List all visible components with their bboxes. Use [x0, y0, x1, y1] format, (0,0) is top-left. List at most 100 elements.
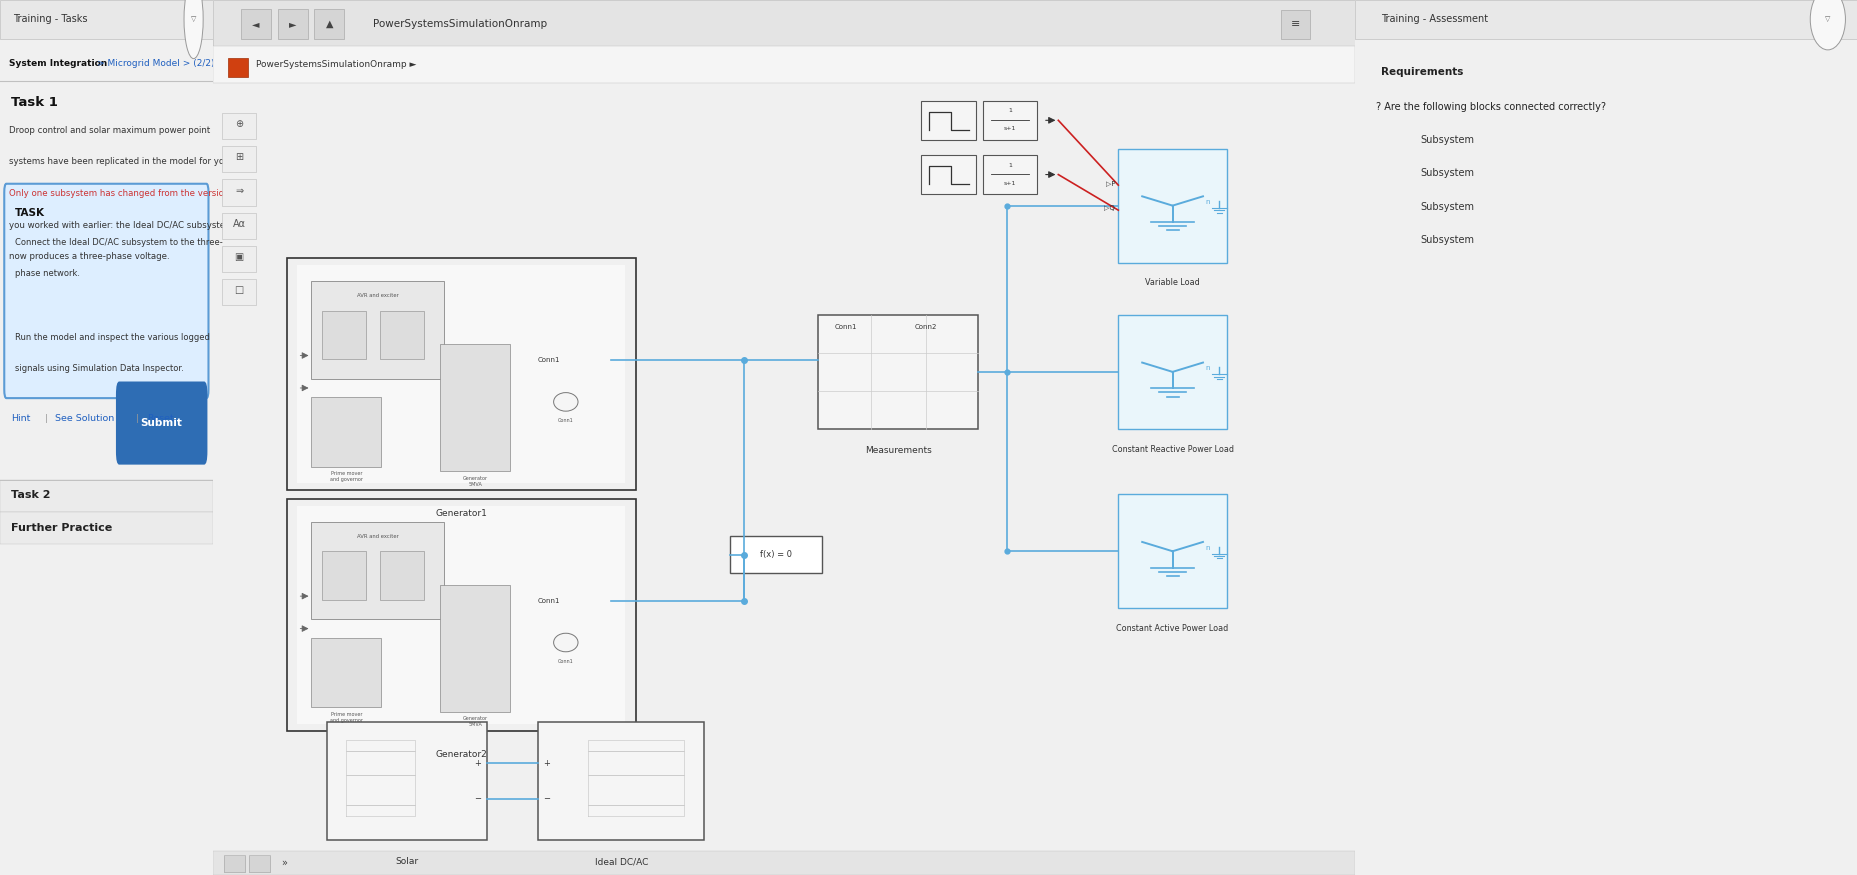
Text: −: − [474, 794, 481, 803]
Text: ? Are the following blocks connected correctly?: ? Are the following blocks connected cor… [1374, 102, 1604, 112]
Bar [241, 9, 271, 39]
Bar [221, 279, 256, 305]
Text: Variable Load: Variable Load [1144, 278, 1200, 287]
FancyBboxPatch shape [4, 184, 208, 398]
Bar [440, 584, 511, 712]
Bar [297, 506, 624, 724]
Text: n: n [1205, 545, 1209, 550]
Bar [286, 258, 635, 490]
Bar [321, 311, 366, 360]
Bar [381, 551, 423, 600]
Bar [297, 265, 624, 483]
Bar [212, 46, 1356, 83]
Text: > Microgrid Model > (2/2) Microgrid M...: > Microgrid Model > (2/2) Microgrid M... [97, 59, 279, 67]
Text: ◄: ◄ [253, 18, 260, 29]
Text: Subsystem: Subsystem [1421, 234, 1474, 245]
Bar [0, 480, 212, 512]
Text: □: □ [234, 285, 243, 296]
Bar [225, 856, 245, 872]
Text: ⇒: ⇒ [234, 186, 243, 196]
Text: 1: 1 [1008, 108, 1012, 114]
Bar [921, 155, 975, 194]
Text: now produces a three-phase voltage.: now produces a three-phase voltage. [9, 252, 169, 261]
Text: n: n [1205, 200, 1209, 205]
Text: See Solution: See Solution [56, 414, 115, 423]
Bar [279, 9, 308, 39]
Bar [227, 58, 249, 77]
Text: |: | [136, 414, 139, 423]
Text: ▷Q: ▷Q [1103, 205, 1114, 211]
Bar [327, 722, 487, 840]
Bar [286, 499, 635, 731]
Bar [1281, 10, 1309, 39]
Text: ▽: ▽ [191, 17, 197, 22]
Text: +: + [474, 759, 481, 767]
Bar [225, 855, 245, 872]
Text: TASK: TASK [15, 208, 45, 218]
Bar [982, 101, 1036, 140]
Text: PowerSystemsSimulationOnramp ►: PowerSystemsSimulationOnramp ► [256, 60, 416, 69]
Bar [730, 536, 821, 573]
Text: s+1: s+1 [1003, 127, 1016, 131]
Bar [312, 281, 444, 379]
Text: ▲: ▲ [325, 18, 332, 29]
Text: +: + [542, 759, 550, 767]
Text: Training - Assessment: Training - Assessment [1380, 14, 1487, 24]
Bar [381, 311, 423, 360]
Text: you worked with earlier: the Ideal DC/AC subsystem: you worked with earlier: the Ideal DC/AC… [9, 220, 232, 229]
Text: ▷P: ▷P [1105, 180, 1114, 186]
Text: Solar: Solar [396, 858, 418, 866]
Circle shape [1809, 0, 1844, 50]
Text: ≡: ≡ [1291, 19, 1300, 30]
Text: AVR and exciter: AVR and exciter [357, 534, 399, 539]
Bar [1118, 315, 1226, 429]
Bar [921, 101, 975, 140]
Bar [0, 512, 212, 544]
Text: Constant Reactive Power Load: Constant Reactive Power Load [1110, 444, 1233, 453]
Text: Reset: Reset [147, 414, 173, 423]
Bar [314, 9, 344, 39]
Text: systems have been replicated in the model for you.: systems have been replicated in the mode… [9, 158, 232, 166]
Bar [212, 850, 1356, 875]
Text: Connect the Ideal DC/AC subsystem to the three-: Connect the Ideal DC/AC subsystem to the… [15, 238, 223, 247]
Bar [249, 856, 269, 872]
Text: −: − [542, 794, 550, 803]
Text: Subsystem: Subsystem [1421, 168, 1474, 178]
Text: Generator2: Generator2 [435, 750, 487, 759]
Text: ⊞: ⊞ [234, 152, 243, 163]
Text: Droop control and solar maximum power point: Droop control and solar maximum power po… [9, 126, 210, 135]
Text: 1: 1 [1008, 163, 1012, 168]
Bar [221, 146, 256, 172]
Text: Submit: Submit [141, 417, 182, 428]
Ellipse shape [553, 634, 578, 652]
Bar [312, 638, 381, 707]
Text: Generator1: Generator1 [435, 509, 487, 518]
Text: |: | [45, 414, 48, 423]
Text: Conn1: Conn1 [539, 357, 561, 363]
Bar [221, 213, 256, 239]
Text: Hint: Hint [11, 414, 30, 423]
Bar [539, 722, 704, 840]
Text: AVR and exciter: AVR and exciter [357, 293, 399, 298]
Text: Subsystem: Subsystem [1421, 135, 1474, 145]
Text: phase network.: phase network. [15, 270, 80, 278]
Circle shape [184, 0, 202, 59]
Text: System Integration: System Integration [9, 59, 106, 67]
FancyBboxPatch shape [115, 382, 208, 465]
Text: Further Practice: Further Practice [11, 522, 111, 533]
Bar [221, 113, 256, 139]
Text: Run the model and inspect the various logged: Run the model and inspect the various lo… [15, 332, 210, 341]
Text: Measurements: Measurements [865, 446, 930, 455]
Bar [221, 179, 256, 206]
Text: Training - Tasks: Training - Tasks [13, 14, 87, 24]
Text: n: n [1205, 366, 1209, 371]
Text: signals using Simulation Data Inspector.: signals using Simulation Data Inspector. [15, 364, 184, 373]
Text: Only one subsystem has changed from the versions: Only one subsystem has changed from the … [9, 189, 234, 198]
Text: Constant Active Power Load: Constant Active Power Load [1116, 624, 1227, 633]
Text: Task 1: Task 1 [11, 96, 58, 108]
Bar [312, 397, 381, 467]
Ellipse shape [553, 393, 578, 411]
Text: Requirements: Requirements [1380, 66, 1461, 77]
Bar [321, 551, 366, 600]
Text: Subsystem: Subsystem [1421, 201, 1474, 212]
